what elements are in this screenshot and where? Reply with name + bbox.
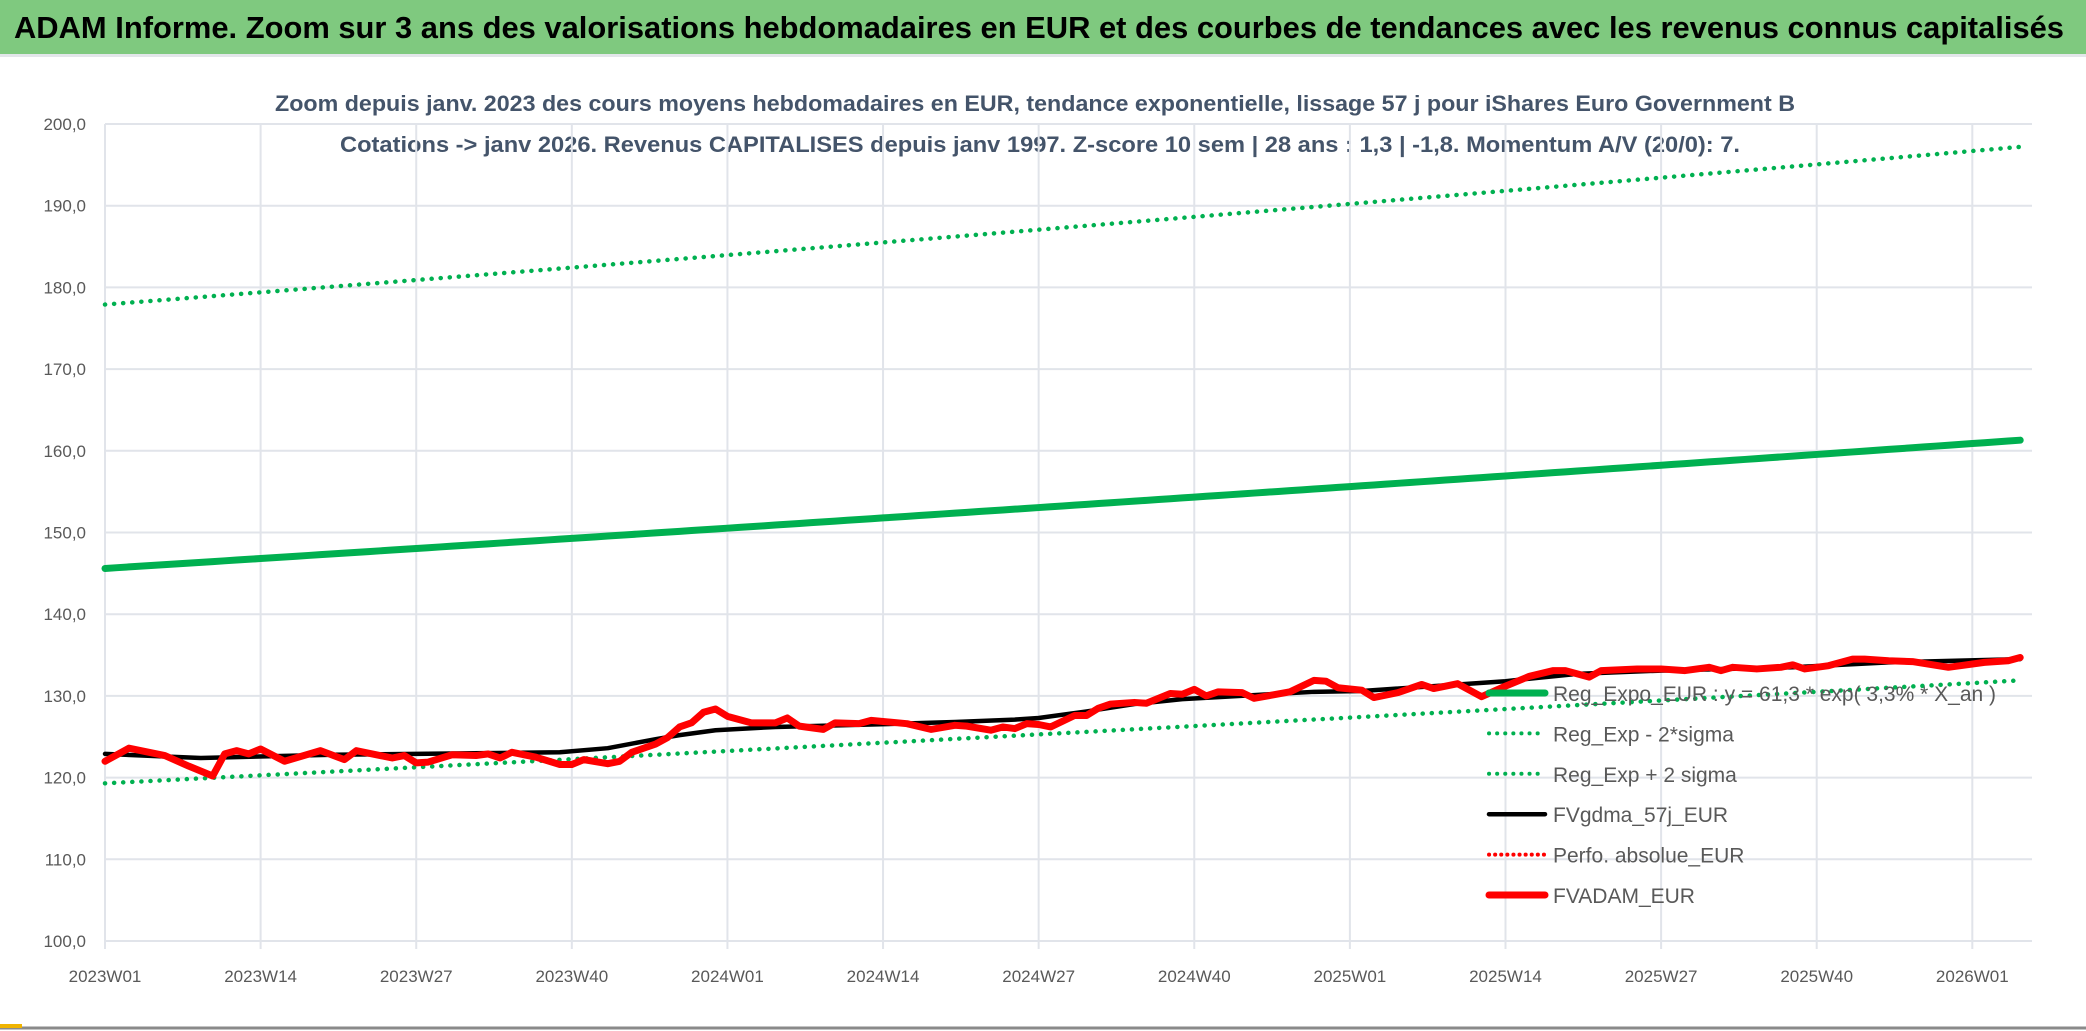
y-tick-label: 110,0 <box>45 850 86 869</box>
series-lines <box>101 144 2024 786</box>
legend-item: Reg_Exp + 2 sigma <box>1487 764 1737 787</box>
x-tick-label: 2023W40 <box>535 967 608 986</box>
x-tick-label: 2023W01 <box>69 967 142 986</box>
legend-label: Reg_Exp - 2*sigma <box>1553 723 1734 746</box>
gridlines <box>104 123 2032 949</box>
y-axis: 100,0 110,0 120,0 130,0 140,0 150,0 160,0 170,0… <box>43 115 86 951</box>
x-tick-label: 2025W40 <box>1780 967 1853 986</box>
x-tick-label: 2024W40 <box>1158 967 1231 986</box>
y-tick-label: 130,0 <box>43 687 86 706</box>
y-tick-label: 150,0 <box>43 524 86 543</box>
y-tick-label: 180,0 <box>43 278 86 297</box>
chart-title: Zoom depuis janv. 2023 des cours moyens … <box>275 91 1795 116</box>
x-tick-label: 2023W27 <box>380 967 453 986</box>
report-banner <box>0 0 2086 57</box>
x-tick-label: 2024W14 <box>847 967 920 986</box>
x-tick-label: 2026W01 <box>1936 967 2009 986</box>
x-tick-label: 2025W14 <box>1469 967 1542 986</box>
series-line-5 <box>101 654 2024 780</box>
series-line-0 <box>101 436 2024 572</box>
legend-label: Perfo. absolue_EUR <box>1553 845 1744 868</box>
x-tick-label: 2023W14 <box>224 967 297 986</box>
y-tick-label: 200,0 <box>43 115 86 134</box>
legend: Reg_Expo_EUR : y = 61,3 * exp( 3,3% * X_… <box>1485 683 1996 908</box>
banner-title: ADAM Informe. Zoom sur 3 ans des valoris… <box>14 10 2064 45</box>
y-tick-label: 140,0 <box>43 605 86 624</box>
legend-item: Perfo. absolue_EUR <box>1487 845 1744 868</box>
series-line-1 <box>102 678 2023 786</box>
y-tick-label: 170,0 <box>43 360 86 379</box>
x-tick-label: 2025W27 <box>1625 967 1698 986</box>
y-tick-label: 160,0 <box>43 442 86 461</box>
x-tick-label: 2024W01 <box>691 967 764 986</box>
legend-label: FVgdma_57j_EUR <box>1553 804 1728 827</box>
legend-item: Reg_Expo_EUR : y = 61,3 * exp( 3,3% * X_… <box>1485 683 1996 706</box>
legend-label: FVADAM_EUR <box>1553 885 1695 908</box>
y-tick-label: 100,0 <box>43 932 86 951</box>
x-tick-label: 2025W01 <box>1313 967 1386 986</box>
x-axis: 2023W01 2023W14 2023W27 2023W40 2024W01 2024W… <box>69 967 2009 986</box>
series-line-2 <box>102 144 2023 307</box>
y-tick-label: 190,0 <box>43 197 86 216</box>
x-tick-label: 2024W27 <box>1002 967 1075 986</box>
y-tick-label: 120,0 <box>43 769 86 788</box>
legend-item: FVADAM_EUR <box>1485 885 1695 908</box>
legend-item: FVgdma_57j_EUR <box>1486 804 1728 827</box>
legend-label: Reg_Expo_EUR : y = 61,3 * exp( 3,3% * X_… <box>1553 683 1996 706</box>
chart-subtitle: Cotations -> janv 2026. Revenus CAPITALI… <box>340 132 1740 157</box>
selection-handle <box>0 1024 22 1028</box>
legend-item: Reg_Exp - 2*sigma <box>1487 723 1734 746</box>
legend-label: Reg_Exp + 2 sigma <box>1553 764 1737 787</box>
